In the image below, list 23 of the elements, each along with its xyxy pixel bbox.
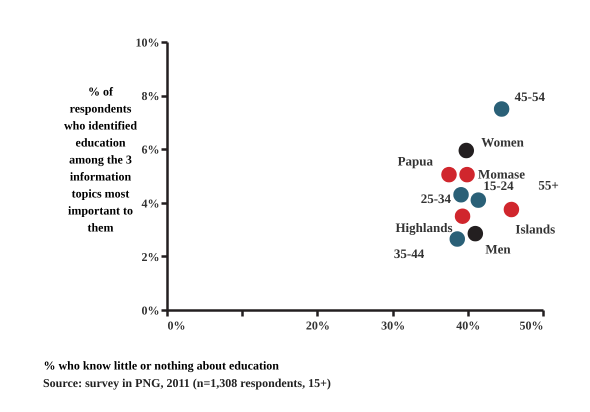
text: % of respondents who identified education among the 3 information topics most important to them	[64, 84, 138, 234]
y-tick-label: 4%	[142, 196, 160, 210]
x-tick-label: 50%	[520, 318, 544, 332]
y-tick-label: 8%	[142, 89, 160, 104]
annotation: Highlands	[395, 220, 453, 236]
source-note: Source: survey in PNG, 2011 (n=1,308 respondents, 15+)	[43, 376, 331, 390]
annotation: Women	[481, 134, 525, 150]
x-tick-label: 30%	[381, 318, 406, 332]
y-tick-label: 6%	[142, 142, 160, 157]
annotation: 45-54	[514, 89, 546, 104]
annotation: Men	[485, 242, 512, 257]
x-tick-label: 20%	[306, 318, 330, 332]
y-tick-label: 2%	[142, 250, 160, 264]
y-tick-label: 10%	[136, 36, 160, 50]
x-tick-label: 0%	[168, 318, 186, 332]
annotation: 25-34	[420, 190, 452, 206]
x-tick-label: 40%	[456, 318, 480, 332]
annotation: Papua	[398, 154, 434, 169]
y-tick-label: 0%	[142, 304, 160, 318]
x-axis-title: % who know little or nothing about education	[44, 358, 280, 372]
annotation: Islands	[515, 222, 556, 236]
annotation: 55+	[538, 178, 559, 192]
annotation: 35-44	[394, 246, 425, 261]
